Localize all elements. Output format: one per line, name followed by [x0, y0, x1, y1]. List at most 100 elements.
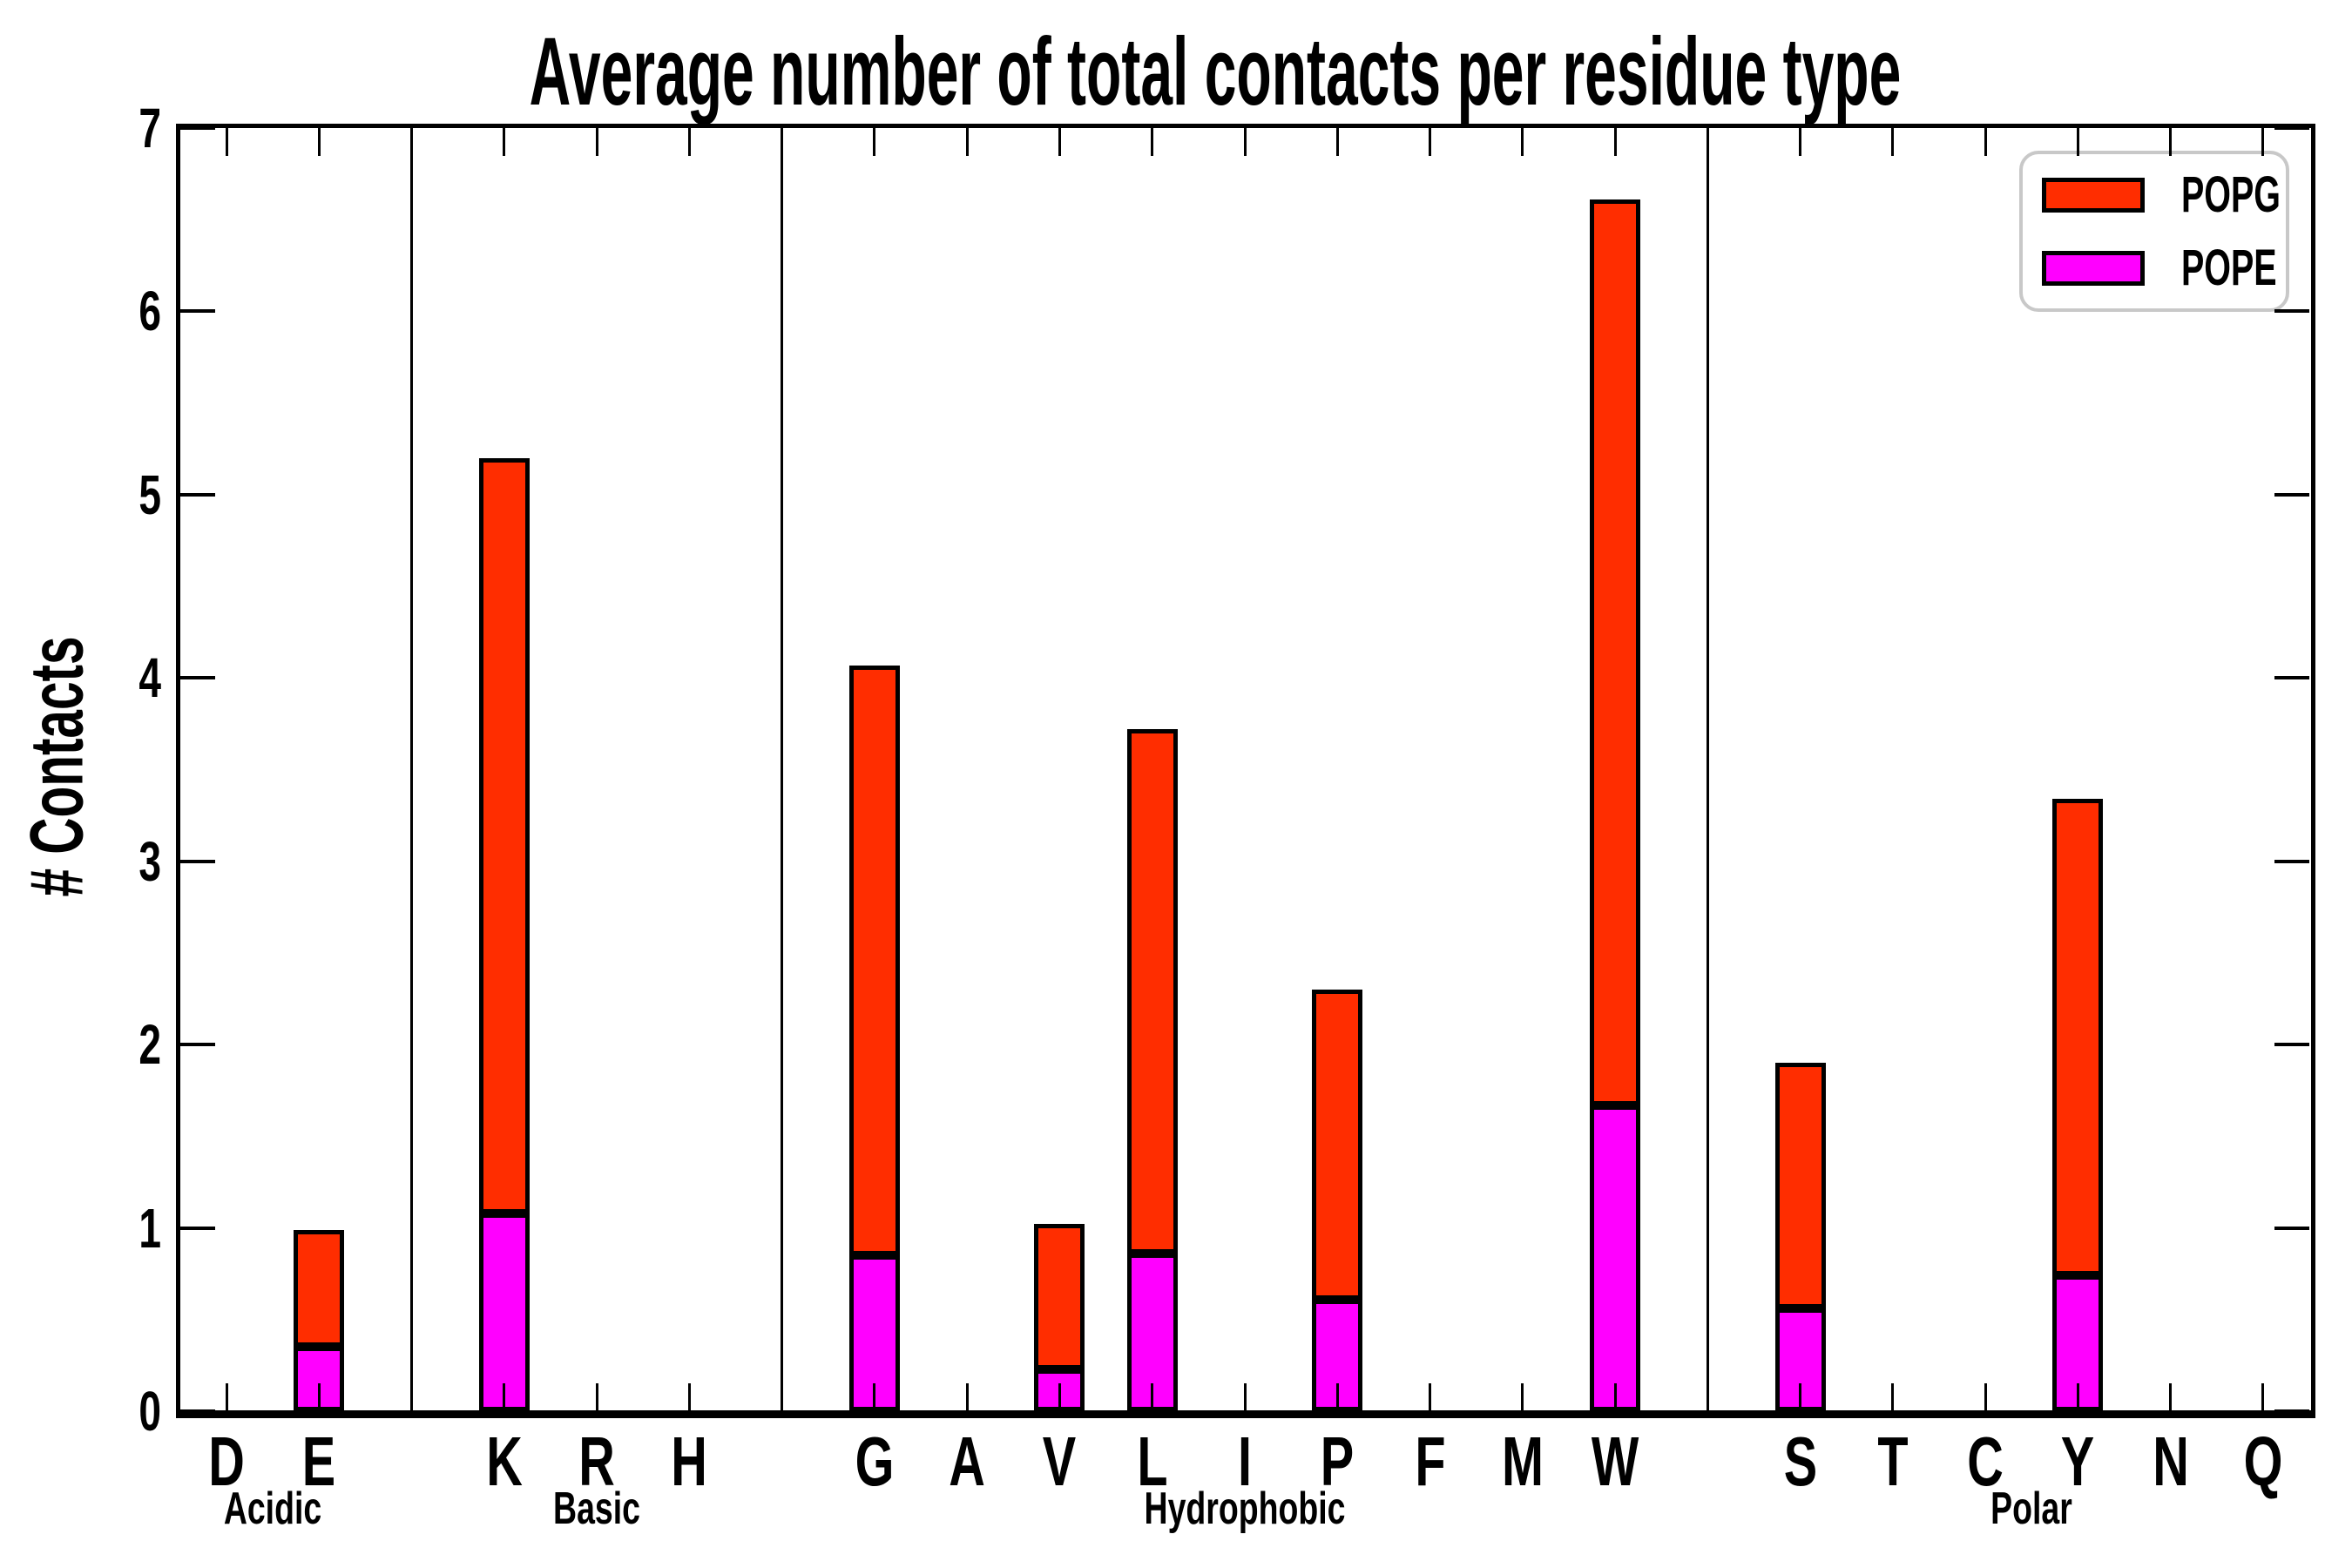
x-tick-top-C	[1984, 128, 1987, 156]
x-tick-top-P	[1335, 128, 1339, 156]
x-tick-top-F	[1429, 128, 1432, 156]
residue-label-Q: Q	[2243, 1423, 2283, 1500]
y-tick-right	[2274, 859, 2309, 863]
residue-label-N: N	[2152, 1423, 2189, 1500]
bar-segment-P-POPG	[1312, 990, 1363, 1300]
bar-segment-S-POPG	[1774, 1063, 1826, 1309]
y-tick-left	[180, 1409, 215, 1413]
bar-segment-E-POPG	[294, 1229, 345, 1348]
y-tick-label-2: 2	[139, 1013, 161, 1077]
x-tick-top-G	[873, 128, 876, 156]
legend-swatch-popg	[2042, 177, 2145, 213]
chart-title: Average number of total contacts per res…	[529, 18, 1902, 125]
x-tick-bottom-G	[873, 1383, 876, 1411]
y-tick-label-3: 3	[139, 829, 161, 893]
residue-label-S: S	[1783, 1423, 1817, 1500]
x-tick-bottom-N	[2169, 1383, 2173, 1411]
residue-label-L: L	[1137, 1423, 1168, 1500]
x-tick-top-K	[503, 128, 506, 156]
residue-label-Y: Y	[2061, 1423, 2095, 1500]
residue-label-V: V	[1043, 1423, 1077, 1500]
y-tick-left	[180, 1226, 215, 1230]
x-tick-bottom-R	[595, 1383, 598, 1411]
bar-segment-V-POPG	[1034, 1224, 1085, 1369]
x-tick-top-A	[965, 128, 969, 156]
bar-segment-W-POPG	[1590, 199, 1641, 1105]
y-tick-right	[2274, 309, 2309, 314]
group-separator	[1706, 128, 1709, 1411]
x-tick-top-V	[1058, 128, 1061, 156]
x-tick-bottom-Y	[2076, 1383, 2079, 1411]
group-label-hydrophobic: Hydrophobic	[1144, 1484, 1346, 1534]
y-tick-left	[180, 126, 215, 130]
x-tick-top-D	[225, 128, 228, 156]
y-axis-label-text: # Contacts	[15, 636, 99, 897]
y-axis-label: # Contacts	[15, 575, 101, 958]
legend-row-pope: POPE	[2042, 239, 2286, 296]
x-tick-bottom-L	[1151, 1383, 1154, 1411]
x-tick-bottom-I	[1243, 1383, 1247, 1411]
x-tick-top-Q	[2261, 128, 2265, 156]
x-tick-bottom-D	[225, 1383, 228, 1411]
residue-label-K: K	[486, 1423, 523, 1500]
x-tick-top-N	[2169, 128, 2173, 156]
x-tick-top-M	[1521, 128, 1524, 156]
residue-label-H: H	[671, 1423, 708, 1500]
y-tick-left	[180, 859, 215, 863]
y-tick-right	[2274, 1043, 2309, 1047]
residue-label-C: C	[1967, 1423, 2004, 1500]
y-tick-left	[180, 492, 215, 497]
x-tick-bottom-W	[1613, 1383, 1617, 1411]
x-tick-bottom-T	[1891, 1383, 1895, 1411]
residue-label-A: A	[949, 1423, 986, 1500]
y-tick-left	[180, 1043, 215, 1047]
bar-segment-W-POPE	[1590, 1105, 1641, 1411]
residue-label-T: T	[1877, 1423, 1909, 1500]
residue-label-D: D	[208, 1423, 245, 1500]
group-label-polar: Polar	[1990, 1484, 2073, 1534]
x-tick-bottom-A	[965, 1383, 969, 1411]
residue-label-G: G	[855, 1423, 895, 1500]
x-tick-bottom-M	[1521, 1383, 1524, 1411]
x-tick-top-W	[1613, 128, 1617, 156]
y-tick-label-1: 1	[139, 1196, 161, 1260]
legend-label-pope: POPE	[2181, 239, 2277, 296]
residue-label-R: R	[578, 1423, 615, 1500]
legend: POPG POPE	[2019, 151, 2289, 312]
y-tick-right	[2274, 676, 2309, 680]
group-label-basic: Basic	[553, 1484, 641, 1534]
x-tick-bottom-C	[1984, 1383, 1987, 1411]
x-tick-top-S	[1799, 128, 1802, 156]
x-tick-bottom-P	[1335, 1383, 1339, 1411]
x-tick-top-R	[595, 128, 598, 156]
y-tick-label-5: 5	[139, 463, 161, 526]
residue-label-I: I	[1237, 1423, 1253, 1500]
legend-swatch-pope	[2042, 250, 2145, 286]
y-tick-left	[180, 309, 215, 314]
x-tick-top-H	[687, 128, 691, 156]
x-tick-bottom-F	[1429, 1383, 1432, 1411]
legend-label-popg: POPG	[2181, 166, 2281, 223]
residue-label-W: W	[1591, 1423, 1639, 1500]
x-tick-top-T	[1891, 128, 1895, 156]
legend-row-popg: POPG	[2042, 166, 2286, 223]
y-tick-right	[2274, 126, 2309, 130]
y-tick-label-0: 0	[139, 1380, 161, 1443]
x-tick-bottom-Q	[2261, 1383, 2265, 1411]
y-tick-label-7: 7	[139, 97, 161, 159]
residue-label-P: P	[1321, 1423, 1355, 1500]
bar-segment-Y-POPG	[2052, 799, 2104, 1276]
x-tick-top-E	[317, 128, 321, 156]
y-tick-left	[180, 676, 215, 680]
x-tick-bottom-K	[503, 1383, 506, 1411]
residue-label-E: E	[302, 1423, 336, 1500]
y-tick-right	[2274, 1409, 2309, 1413]
x-tick-top-L	[1151, 128, 1154, 156]
x-tick-bottom-H	[687, 1383, 691, 1411]
y-tick-right	[2274, 492, 2309, 497]
y-tick-right	[2274, 1226, 2309, 1230]
x-tick-top-I	[1243, 128, 1247, 156]
bar-segment-K-POPE	[478, 1213, 530, 1411]
y-tick-label-4: 4	[139, 646, 161, 710]
